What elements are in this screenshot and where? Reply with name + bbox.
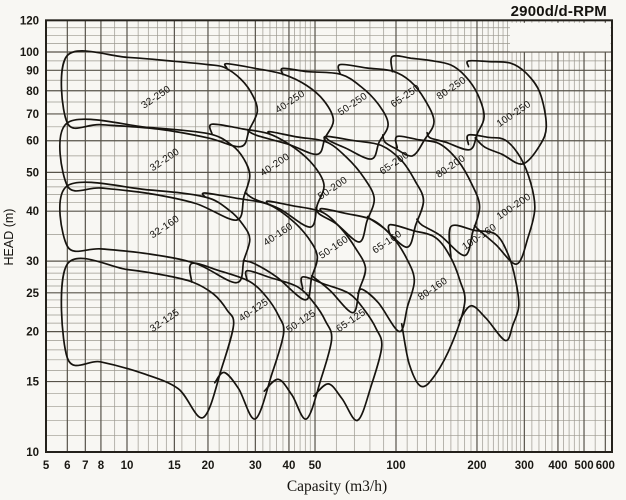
envelope-50-250 — [280, 67, 389, 160]
envelope-65-250 — [337, 63, 435, 157]
x-tick-label: 300 — [515, 460, 534, 472]
y-tick-label: 120 — [20, 15, 39, 27]
x-tick-label: 500 — [574, 460, 593, 472]
envelope-50-125 — [244, 269, 333, 420]
x-axis-title: Capasity (m3/h) — [287, 478, 387, 495]
y-tick-label: 50 — [26, 167, 39, 179]
envelope-32-125 — [60, 257, 235, 419]
grid-blank-patch — [510, 22, 611, 52]
envelope-40-160 — [201, 192, 319, 301]
x-tick-label: 15 — [168, 460, 181, 472]
y-tick-label: 10 — [26, 447, 39, 459]
envelope-100-160 — [448, 224, 520, 342]
x-tick-label: 5 — [43, 460, 50, 472]
envelope-65-125 — [300, 276, 383, 422]
envelope-40-125 — [188, 262, 285, 420]
chart-title: 2900d/d-RPM — [511, 3, 607, 20]
envelope-80-200 — [394, 135, 481, 257]
x-axis-tick-labels: 5 6 7 8 10 15 20 30 40 50 100 200 300 400 500 600 — [43, 460, 615, 472]
y-tick-label: 60 — [26, 136, 39, 148]
x-tick-label: 50 — [309, 460, 322, 472]
y-tick-label: 80 — [26, 86, 39, 98]
envelope-50-160 — [265, 200, 367, 314]
envelope-32-200 — [59, 118, 251, 221]
y-tick-label: 90 — [26, 65, 39, 77]
envelope-80-250 — [390, 54, 485, 151]
envelope-80-160 — [387, 223, 466, 388]
envelope-40-200 — [208, 123, 325, 228]
envelope-100-250 — [466, 59, 548, 165]
y-tick-label: 100 — [20, 47, 39, 59]
y-tick-label: 25 — [26, 288, 39, 300]
x-tick-label: 20 — [202, 460, 215, 472]
x-tick-label: 40 — [283, 460, 296, 472]
y-axis-title: HEAD (m) — [2, 209, 16, 266]
grid-minor-lines — [46, 20, 612, 452]
pump-envelope-curves — [59, 50, 548, 422]
x-tick-label: 7 — [82, 460, 88, 472]
y-tick-label: 70 — [26, 109, 39, 121]
x-tick-label: 6 — [64, 460, 70, 472]
x-tick-label: 8 — [98, 460, 105, 472]
y-tick-label: 30 — [26, 256, 39, 268]
y-tick-label: 15 — [26, 377, 39, 389]
grid-major-lines — [45, 19, 612, 453]
y-tick-label: 40 — [26, 206, 39, 218]
x-tick-label: 600 — [596, 460, 615, 472]
plot-frame — [45, 19, 613, 453]
x-tick-label: 10 — [121, 460, 134, 472]
x-tick-label: 30 — [249, 460, 262, 472]
x-tick-label: 200 — [467, 460, 486, 472]
x-tick-label: 100 — [386, 460, 405, 472]
y-tick-label: 20 — [26, 327, 39, 339]
x-tick-label: 400 — [548, 460, 567, 472]
envelope-32-250 — [60, 50, 259, 148]
envelope-65-160 — [319, 207, 416, 333]
envelope-100-200 — [466, 133, 536, 265]
envelope-40-250 — [223, 62, 335, 156]
y-axis-tick-labels: 10 15 20 25 30 40 50 60 70 80 90 100 120 — [20, 15, 40, 459]
